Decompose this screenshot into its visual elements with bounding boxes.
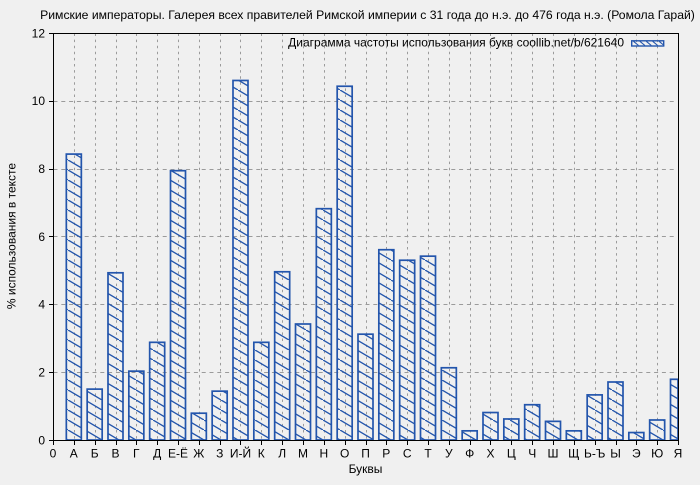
svg-text:П: П — [361, 447, 370, 461]
svg-text:Ж: Ж — [193, 447, 204, 461]
svg-text:6: 6 — [38, 230, 45, 244]
svg-text:Х: Х — [486, 447, 494, 461]
svg-text:Ь-Ъ: Ь-Ъ — [584, 447, 605, 461]
svg-text:Щ: Щ — [568, 447, 579, 461]
svg-text:М: М — [298, 447, 308, 461]
svg-text:10: 10 — [32, 94, 46, 108]
svg-text:Л: Л — [278, 447, 286, 461]
svg-text:Г: Г — [133, 447, 140, 461]
svg-text:Ы: Ы — [610, 447, 621, 461]
svg-text:Римские императоры. Галерея вс: Римские императоры. Галерея всех правите… — [40, 8, 695, 22]
svg-text:Д: Д — [153, 447, 161, 461]
svg-text:% использования в тексте: % использования в тексте — [5, 163, 19, 309]
svg-text:Б: Б — [91, 447, 99, 461]
svg-text:З: З — [216, 447, 223, 461]
svg-text:4: 4 — [38, 298, 45, 312]
svg-text:8: 8 — [38, 162, 45, 176]
svg-text:Ф: Ф — [465, 447, 474, 461]
svg-text:В: В — [111, 447, 119, 461]
svg-text:0: 0 — [38, 433, 45, 447]
svg-text:Ц: Ц — [507, 447, 516, 461]
svg-text:Ш: Ш — [548, 447, 559, 461]
svg-text:Ю: Ю — [651, 447, 663, 461]
svg-text:Ч: Ч — [528, 447, 536, 461]
svg-text:С: С — [403, 447, 412, 461]
svg-text:12: 12 — [32, 26, 46, 40]
svg-text:К: К — [258, 447, 265, 461]
svg-text:Я: Я — [674, 447, 683, 461]
svg-text:0: 0 — [50, 447, 57, 461]
svg-text:О: О — [340, 447, 349, 461]
svg-text:А: А — [70, 447, 78, 461]
svg-text:Е-Ё: Е-Ё — [168, 447, 188, 461]
svg-text:Э: Э — [632, 447, 641, 461]
svg-text:Диаграмма частоты использовани: Диаграмма частоты использования букв coo… — [288, 36, 624, 50]
svg-text:Т: Т — [424, 447, 432, 461]
svg-text:И-Й: И-Й — [230, 446, 251, 461]
svg-text:У: У — [445, 447, 453, 461]
svg-text:Н: Н — [319, 447, 328, 461]
svg-text:Р: Р — [382, 447, 390, 461]
svg-text:2: 2 — [38, 366, 45, 380]
svg-text:Буквы: Буквы — [349, 462, 383, 476]
